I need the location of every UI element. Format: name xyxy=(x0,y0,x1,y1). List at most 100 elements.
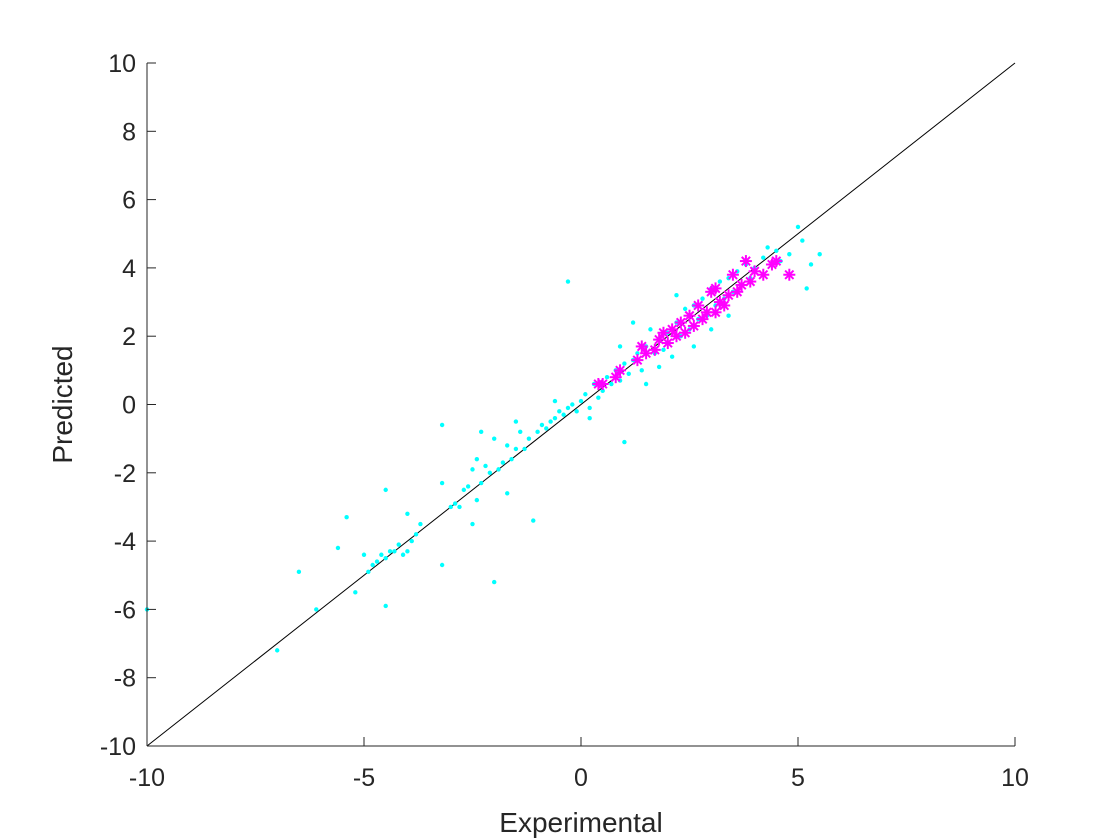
data-point-star xyxy=(709,306,722,319)
data-point xyxy=(570,402,575,407)
data-point xyxy=(531,518,536,523)
data-point-star xyxy=(700,306,713,319)
data-point xyxy=(609,381,614,387)
data-point xyxy=(656,364,662,370)
data-point-star xyxy=(692,299,705,312)
data-point xyxy=(587,405,592,411)
data-point xyxy=(674,293,679,298)
data-point xyxy=(405,549,410,554)
data-point-star xyxy=(614,364,627,377)
data-point xyxy=(787,252,792,257)
y-tick-label: 2 xyxy=(122,323,136,351)
data-point xyxy=(622,361,627,366)
data-point xyxy=(535,429,540,435)
data-point xyxy=(565,405,571,411)
data-point xyxy=(526,436,532,441)
data-point xyxy=(635,351,640,356)
data-point xyxy=(800,238,805,243)
data-point xyxy=(379,552,384,557)
data-point xyxy=(487,470,493,475)
data-point-star xyxy=(631,354,644,367)
data-point xyxy=(474,456,480,462)
data-point xyxy=(574,409,579,414)
data-point xyxy=(643,381,649,387)
data-point-star xyxy=(783,268,796,281)
data-point xyxy=(470,467,475,472)
data-point xyxy=(353,590,358,595)
x-tick-label: 0 xyxy=(574,764,588,792)
data-point xyxy=(275,648,280,653)
axes-layer: -10 -5 0 5 10 -10 -8 -6 -4 -2 0 2 4 6 8 10 xyxy=(100,50,1029,792)
data-point xyxy=(552,415,558,421)
data-point xyxy=(548,419,553,424)
y-tick-label: 0 xyxy=(122,392,136,420)
data-point xyxy=(539,422,545,428)
y-tick-label: -8 xyxy=(114,665,136,693)
data-point xyxy=(439,562,445,568)
data-point xyxy=(583,392,588,397)
data-point xyxy=(682,306,688,312)
data-point xyxy=(761,255,766,260)
data-point xyxy=(804,286,809,291)
y-tick-label: 10 xyxy=(108,50,136,78)
data-point-star xyxy=(666,323,679,336)
data-point xyxy=(505,443,510,448)
data-point xyxy=(496,467,501,472)
data-point-star xyxy=(770,255,783,268)
data-point xyxy=(661,347,666,353)
data-point xyxy=(630,320,636,325)
x-tick-label: -10 xyxy=(129,764,165,792)
data-point xyxy=(418,521,423,527)
data-point xyxy=(405,511,410,516)
data-point-star xyxy=(731,285,744,298)
data-point-star xyxy=(718,299,731,312)
data-point xyxy=(439,480,445,486)
data-point-star xyxy=(687,319,700,332)
y-tick-label: -6 xyxy=(114,596,136,624)
data-point xyxy=(726,313,731,318)
x-tick-label: 5 xyxy=(791,764,805,792)
data-point-star xyxy=(648,343,661,356)
data-point xyxy=(626,371,631,376)
data-point-star xyxy=(596,378,609,391)
data-point xyxy=(478,429,484,435)
data-point-star xyxy=(674,316,687,329)
data-point xyxy=(648,327,653,332)
data-point xyxy=(439,422,445,428)
data-point xyxy=(474,497,480,503)
data-point xyxy=(617,344,623,349)
data-point xyxy=(596,395,601,400)
y-tick-label: 6 xyxy=(122,187,136,215)
data-point xyxy=(370,562,375,568)
data-point xyxy=(709,327,714,332)
data-point-star xyxy=(635,340,648,353)
data-point xyxy=(457,504,462,510)
data-point-star xyxy=(696,313,709,326)
data-point xyxy=(639,368,644,373)
data-point xyxy=(500,460,506,465)
data-point xyxy=(400,552,406,557)
data-point-star xyxy=(679,326,692,339)
data-point-star xyxy=(744,275,757,288)
data-point xyxy=(374,559,380,564)
y-tick-label: 8 xyxy=(122,118,136,146)
x-axis-title: Experimental xyxy=(499,807,662,838)
data-point-star xyxy=(739,255,752,268)
data-point xyxy=(717,279,723,284)
data-point xyxy=(335,545,341,551)
data-point xyxy=(344,514,349,520)
data-point xyxy=(522,446,527,452)
data-point xyxy=(604,374,610,380)
data-point xyxy=(700,296,705,301)
data-point xyxy=(808,262,814,267)
data-point xyxy=(513,419,519,424)
data-point-star xyxy=(609,371,622,384)
data-point xyxy=(383,555,388,561)
data-point xyxy=(296,569,302,575)
data-point xyxy=(765,245,770,250)
y-axis-title: Predicted xyxy=(47,345,78,463)
data-point xyxy=(413,532,419,537)
y-tick-label: -2 xyxy=(114,460,136,488)
data-point xyxy=(314,607,319,612)
data-point xyxy=(361,552,367,557)
